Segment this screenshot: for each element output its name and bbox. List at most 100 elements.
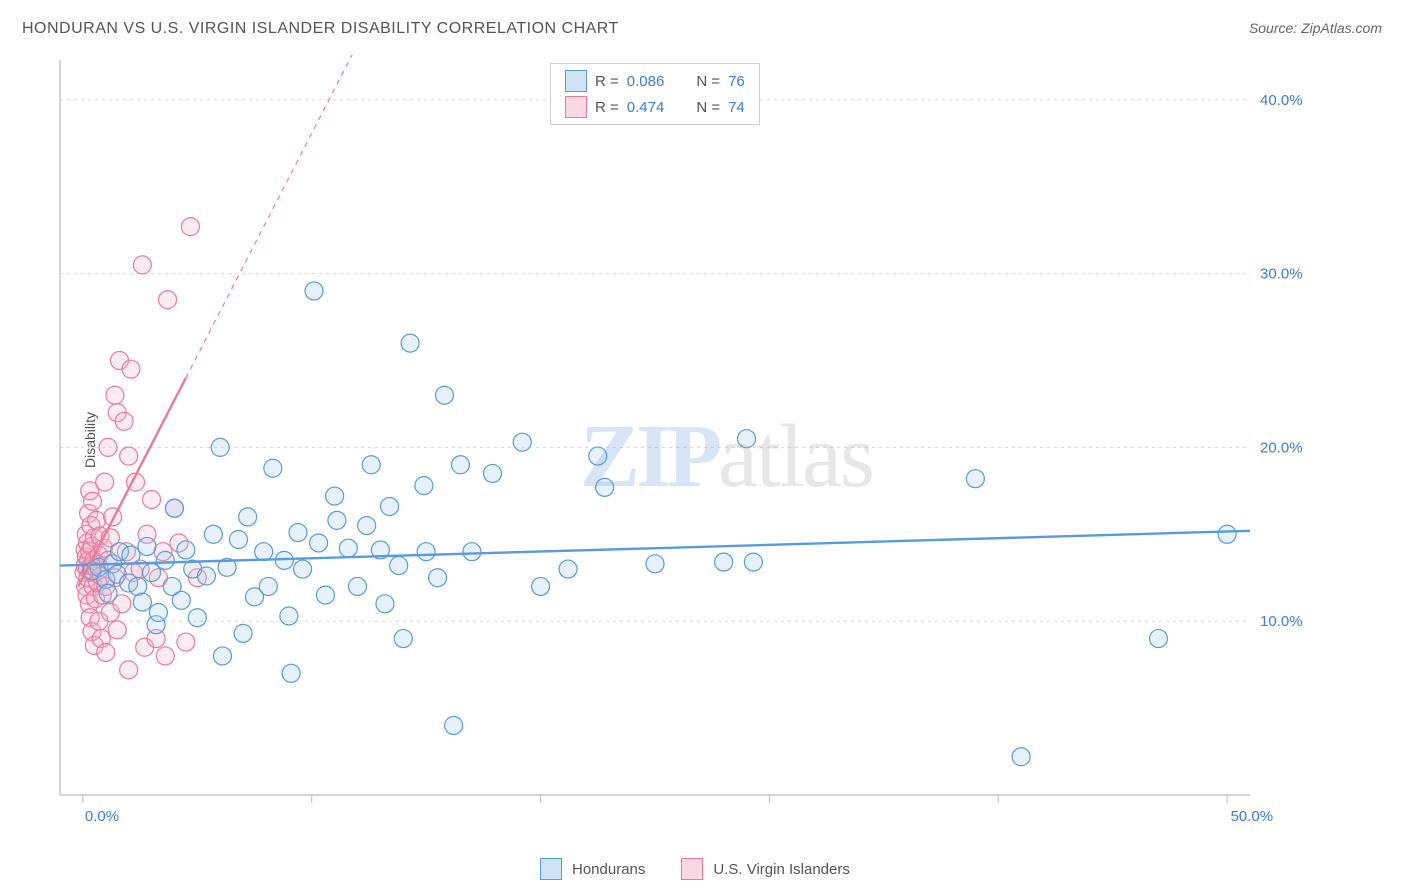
honduran-point (188, 609, 206, 627)
honduran-point (532, 577, 550, 595)
usvi-point (88, 511, 106, 529)
source-attribution: Source: ZipAtlas.com (1249, 20, 1382, 36)
honduran-point (358, 517, 376, 535)
honduran-point (445, 716, 463, 734)
honduran-point (415, 477, 433, 495)
honduran-point (559, 560, 577, 578)
honduran-point (376, 595, 394, 613)
honduran-point (156, 551, 174, 569)
honduran-point (744, 553, 762, 571)
honduran-point (738, 430, 756, 448)
r-label: R = (595, 73, 619, 90)
r-value: 0.086 (627, 73, 665, 90)
usvi-point (120, 661, 138, 679)
honduran-point (484, 464, 502, 482)
honduran-point (349, 577, 367, 595)
usvi-point (133, 256, 151, 274)
r-value: 0.474 (627, 99, 665, 116)
legend-swatch (681, 858, 703, 880)
usvi-point (108, 621, 126, 639)
honduran-point (294, 560, 312, 578)
honduran-point (513, 433, 531, 451)
r-label: R = (595, 99, 619, 116)
honduran-point (204, 525, 222, 543)
honduran-point (197, 567, 215, 585)
y-tick-label: 40.0% (1260, 92, 1303, 109)
honduran-point (316, 586, 334, 604)
honduran-point (255, 543, 273, 561)
honduran-point (165, 499, 183, 517)
usvi-point (177, 633, 195, 651)
chart-title: HONDURAN VS U.S. VIRGIN ISLANDER DISABIL… (22, 20, 619, 38)
honduran-point (390, 557, 408, 575)
y-axis-label: Disability (82, 412, 98, 468)
honduran-point (172, 591, 190, 609)
honduran-point (264, 459, 282, 477)
y-tick-label: 20.0% (1260, 439, 1303, 456)
honduran-point (289, 524, 307, 542)
honduran-point (589, 447, 607, 465)
honduran-point (138, 537, 156, 555)
honduran-point (966, 470, 984, 488)
honduran-point (326, 487, 344, 505)
honduran-point (230, 531, 248, 549)
x-tick-label: 0.0% (85, 808, 119, 825)
honduran-point (715, 553, 733, 571)
honduran-point (239, 508, 257, 526)
usvi-point (106, 386, 124, 404)
legend-swatch (540, 858, 562, 880)
scatter-chart: Disability 10.0% 20.0% 30.0% 40.0% 0.0% 50.0%… (50, 55, 1370, 825)
usvi-point (122, 360, 140, 378)
honduran-point (646, 555, 664, 573)
chart-svg: 10.0% 20.0% 30.0% 40.0% 0.0% 50.0% (50, 55, 1310, 825)
y-tick-label: 10.0% (1260, 613, 1303, 630)
legend-row: R = 0.086 N = 76 (551, 68, 759, 94)
usvi-point (159, 291, 177, 309)
honduran-point (394, 630, 412, 648)
honduran-point (381, 497, 399, 515)
honduran-point (305, 282, 323, 300)
honduran-point (280, 607, 298, 625)
honduran-point (1218, 525, 1236, 543)
usvi-point (181, 218, 199, 236)
honduran-point (362, 456, 380, 474)
honduran-point (234, 624, 252, 642)
honduran-point (149, 604, 167, 622)
usvi-point (97, 643, 115, 661)
n-label: N = (696, 73, 720, 90)
honduran-point (211, 438, 229, 456)
x-tick-label: 50.0% (1231, 808, 1274, 825)
legend-swatch (565, 70, 587, 92)
honduran-point (122, 546, 140, 564)
honduran-point (99, 584, 117, 602)
honduran-point (177, 541, 195, 559)
usvi-point (120, 447, 138, 465)
honduran-point (451, 456, 469, 474)
n-label: N = (696, 99, 720, 116)
legend-label: U.S. Virgin Islanders (713, 861, 849, 878)
usvi-point (96, 473, 114, 491)
honduran-point (1149, 630, 1167, 648)
usvi-point (83, 492, 101, 510)
n-value: 76 (728, 73, 745, 90)
legend-row: R = 0.474 N = 74 (551, 94, 759, 120)
legend-label: Hondurans (572, 861, 645, 878)
series-legend: Hondurans U.S. Virgin Islanders (540, 858, 876, 880)
usvi-point (156, 647, 174, 665)
honduran-point (213, 647, 231, 665)
honduran-point (596, 478, 614, 496)
usvi-point (115, 412, 133, 430)
usvi-point (99, 438, 117, 456)
honduran-point (1012, 748, 1030, 766)
usvi-point (143, 491, 161, 509)
honduran-point (282, 664, 300, 682)
honduran-point (339, 539, 357, 557)
usvi-point (104, 508, 122, 526)
honduran-point (310, 534, 328, 552)
honduran-point (429, 569, 447, 587)
honduran-point (133, 593, 151, 611)
y-tick-label: 30.0% (1260, 266, 1303, 283)
trend-line-extension (186, 55, 362, 378)
honduran-point (259, 577, 277, 595)
n-value: 74 (728, 99, 745, 116)
